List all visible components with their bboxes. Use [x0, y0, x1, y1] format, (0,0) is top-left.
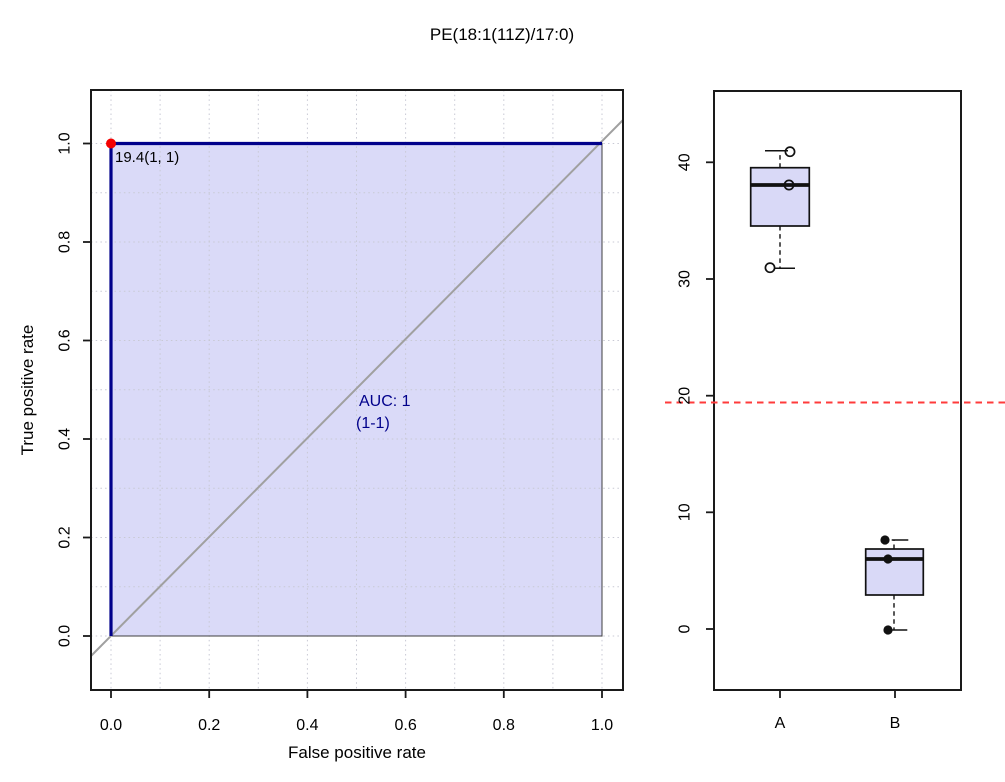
y-tick-label: 20	[677, 387, 694, 405]
y-tick-label: 1.0	[57, 132, 74, 154]
y-tick-label: 40	[677, 153, 694, 171]
point-b-3	[883, 625, 893, 635]
boxplot-group-b	[864, 535, 925, 635]
point-b-2	[883, 554, 893, 564]
boxplot-y-tick-labels: 0 10 20 30 40	[677, 153, 694, 633]
group-label-a: A	[775, 715, 786, 732]
point-a-3	[764, 262, 776, 274]
y-tick-label: 0.4	[57, 428, 74, 450]
x-tick-label: 0.8	[493, 717, 515, 734]
point-b-1	[880, 535, 890, 545]
y-tick-label: 0.6	[57, 329, 74, 351]
roc-y-axis-label: True positive rate	[18, 325, 37, 456]
y-tick-label: 0.0	[57, 625, 74, 647]
cutoff-point-label: 19.4(1, 1)	[115, 149, 179, 166]
x-tick-label: 0.0	[100, 717, 122, 734]
roc-x-tickmarks	[110, 690, 603, 698]
data-points-a	[764, 146, 796, 274]
figure-title: PE(18:1(11Z)/17:0)	[430, 25, 574, 44]
boxplot-y-tickmarks	[706, 161, 714, 630]
diagonal-reference-line	[90, 119, 624, 657]
data-points-b	[880, 535, 893, 635]
group-label-b: B	[890, 715, 901, 732]
x-tick-label: 0.6	[394, 717, 416, 734]
auc-ci-label: (1-1)	[356, 415, 390, 432]
auc-value-label: AUC: 1	[359, 393, 411, 410]
box-b	[864, 548, 925, 596]
x-tick-label: 0.4	[296, 717, 318, 734]
point-a-1	[784, 146, 796, 158]
optimal-cutoff-point	[106, 138, 116, 149]
x-tick-label: 1.0	[591, 717, 613, 734]
boxplot-x-tickmarks	[779, 690, 896, 698]
point-a-2	[783, 179, 795, 191]
boxplot-border	[713, 90, 962, 691]
y-tick-label: 30	[677, 270, 694, 288]
roc-x-axis-label: False positive rate	[288, 743, 426, 762]
roc-plot-border	[90, 89, 624, 691]
roc-y-tick-labels: 0.0 0.2 0.4 0.6 0.8 1.0	[57, 132, 74, 647]
x-tick-label: 0.2	[198, 717, 220, 734]
box-a	[749, 166, 811, 227]
y-tick-label: 10	[677, 503, 694, 521]
y-tick-label: 0	[677, 624, 694, 633]
roc-panel: 19.4(1, 1) AUC: 1 (1-1) 0.0 0.2 0.4 0.6 …	[18, 89, 624, 762]
y-tick-label: 0.8	[57, 231, 74, 253]
y-tick-label: 0.2	[57, 526, 74, 548]
boxplot-group-axis-labels: A B	[775, 715, 901, 732]
roc-y-tickmarks	[83, 142, 91, 637]
boxplot-panel: 0 10 20 30 40 A B	[665, 90, 1005, 732]
boxplot-group-a	[749, 146, 811, 274]
roc-x-tick-labels: 0.0 0.2 0.4 0.6 0.8 1.0	[100, 717, 613, 734]
